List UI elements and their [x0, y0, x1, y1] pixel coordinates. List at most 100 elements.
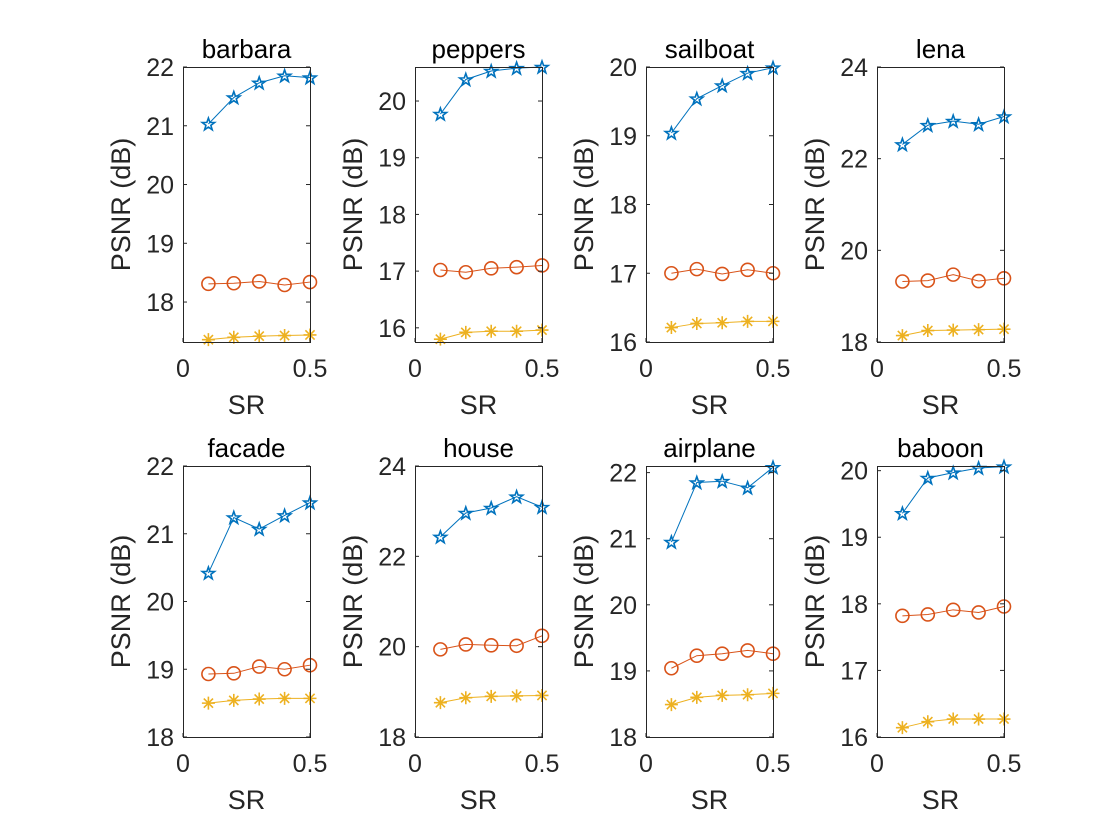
- data-point-asterisk: [664, 321, 678, 335]
- axes-box: [183, 466, 311, 738]
- data-point-star: [919, 116, 937, 133]
- data-point-circle: [201, 276, 216, 292]
- y-tick-label: 16: [378, 315, 406, 343]
- y-tick-label: 18: [840, 591, 868, 619]
- x-tick-label: 0.5: [293, 355, 328, 383]
- data-point-asterisk: [510, 689, 524, 703]
- data-point-asterisk: [510, 324, 524, 338]
- data-point-circle: [664, 660, 679, 676]
- series-line: [671, 649, 774, 669]
- axes-box: [646, 67, 774, 343]
- axes-box: [877, 67, 1005, 343]
- y-tick-label: 19: [609, 123, 637, 151]
- y-tick-label: 20: [840, 458, 868, 486]
- series-pentagram: [431, 58, 551, 122]
- x-axis-label: SR: [922, 785, 960, 815]
- data-point-asterisk: [459, 691, 473, 705]
- data-point-asterisk: [664, 698, 678, 712]
- data-point-star: [970, 115, 988, 133]
- data-point-star: [944, 464, 962, 481]
- data-point-asterisk: [484, 324, 498, 338]
- data-point-asterisk: [895, 721, 909, 735]
- subplot-facade: 18 19 20 21 22 0 0.5 facade SR PSNR (dB): [106, 433, 327, 815]
- y-tick-label: 21: [146, 521, 174, 549]
- data-point-star: [482, 499, 500, 516]
- y-tick-label: 18: [378, 201, 406, 229]
- data-point-circle: [740, 643, 755, 658]
- data-point-circle: [251, 659, 267, 674]
- series-circle: [201, 274, 318, 293]
- y-tick-label: 18: [840, 329, 868, 357]
- data-point-star: [508, 59, 526, 76]
- y-tick-label: 20: [609, 592, 637, 620]
- subplot-baboon: 16 17 18 19 20 0 0.5 baboon SR PSNR (dB): [800, 433, 1021, 815]
- x-axis-label: SR: [460, 785, 498, 815]
- data-point-star: [225, 89, 243, 106]
- data-point-asterisk: [433, 332, 447, 346]
- series-asterisk: [201, 691, 317, 710]
- data-point-circle: [689, 648, 705, 664]
- y-tick-label: 18: [378, 724, 406, 752]
- subplot-airplane: 18 19 20 21 22 0 0.5 airplane SR PSNR (dB): [569, 433, 790, 815]
- data-point-circle: [226, 666, 242, 681]
- data-point-circle: [483, 638, 499, 653]
- axes-box: [415, 466, 543, 738]
- series-circle: [895, 599, 1012, 624]
- data-point-circle: [277, 661, 292, 677]
- series-circle: [433, 628, 550, 657]
- data-point-asterisk: [946, 323, 960, 337]
- y-axis-label: PSNR (dB): [569, 535, 599, 669]
- data-point-circle: [433, 262, 448, 278]
- subplot-title: airplane: [663, 433, 756, 463]
- y-axis-label: PSNR (dB): [106, 138, 136, 272]
- data-point-asterisk: [278, 329, 292, 343]
- series-asterisk: [433, 688, 549, 710]
- y-tick-label: 17: [840, 657, 868, 685]
- data-point-asterisk: [715, 316, 729, 330]
- subplot-title: sailboat: [665, 34, 755, 64]
- series-line: [208, 280, 311, 286]
- series-line: [208, 664, 311, 675]
- x-tick-label: 0: [176, 355, 190, 383]
- data-point-circle: [945, 602, 961, 618]
- series-circle: [895, 267, 1012, 289]
- series-asterisk: [201, 328, 317, 347]
- y-tick-label: 18: [146, 289, 174, 317]
- data-point-asterisk: [459, 325, 473, 339]
- series-line: [207, 502, 311, 574]
- series-pentagram: [662, 458, 782, 550]
- data-point-star: [662, 533, 680, 550]
- x-tick-label: 0: [639, 750, 653, 778]
- data-point-asterisk: [227, 693, 241, 707]
- data-point-asterisk: [252, 329, 266, 343]
- series-line: [670, 67, 774, 134]
- y-tick-label: 24: [378, 453, 406, 481]
- series-pentagram: [431, 488, 551, 545]
- axes-box: [183, 67, 311, 343]
- data-point-asterisk: [741, 688, 755, 702]
- x-axis-label: SR: [228, 785, 266, 815]
- data-point-asterisk: [484, 689, 498, 703]
- data-point-star: [739, 64, 757, 81]
- data-point-circle: [458, 264, 474, 280]
- y-tick-label: 16: [609, 329, 637, 357]
- data-point-star: [276, 507, 294, 524]
- series-line: [901, 466, 1005, 514]
- axes-box: [646, 466, 774, 738]
- subplot-title: lena: [916, 34, 966, 64]
- y-tick-label: 19: [609, 658, 637, 686]
- x-tick-label: 0.5: [987, 355, 1022, 383]
- x-axis-label: SR: [228, 390, 266, 420]
- data-point-circle: [920, 607, 936, 622]
- data-point-asterisk: [690, 316, 704, 330]
- y-tick-label: 19: [378, 145, 406, 173]
- data-point-star: [739, 479, 757, 496]
- y-tick-label: 20: [840, 237, 868, 265]
- y-tick-label: 20: [609, 54, 637, 82]
- data-point-circle: [458, 637, 474, 652]
- y-axis-label: PSNR (dB): [338, 138, 368, 272]
- data-point-asterisk: [201, 333, 215, 347]
- subplot-title: facade: [207, 433, 285, 463]
- data-point-star: [482, 62, 500, 79]
